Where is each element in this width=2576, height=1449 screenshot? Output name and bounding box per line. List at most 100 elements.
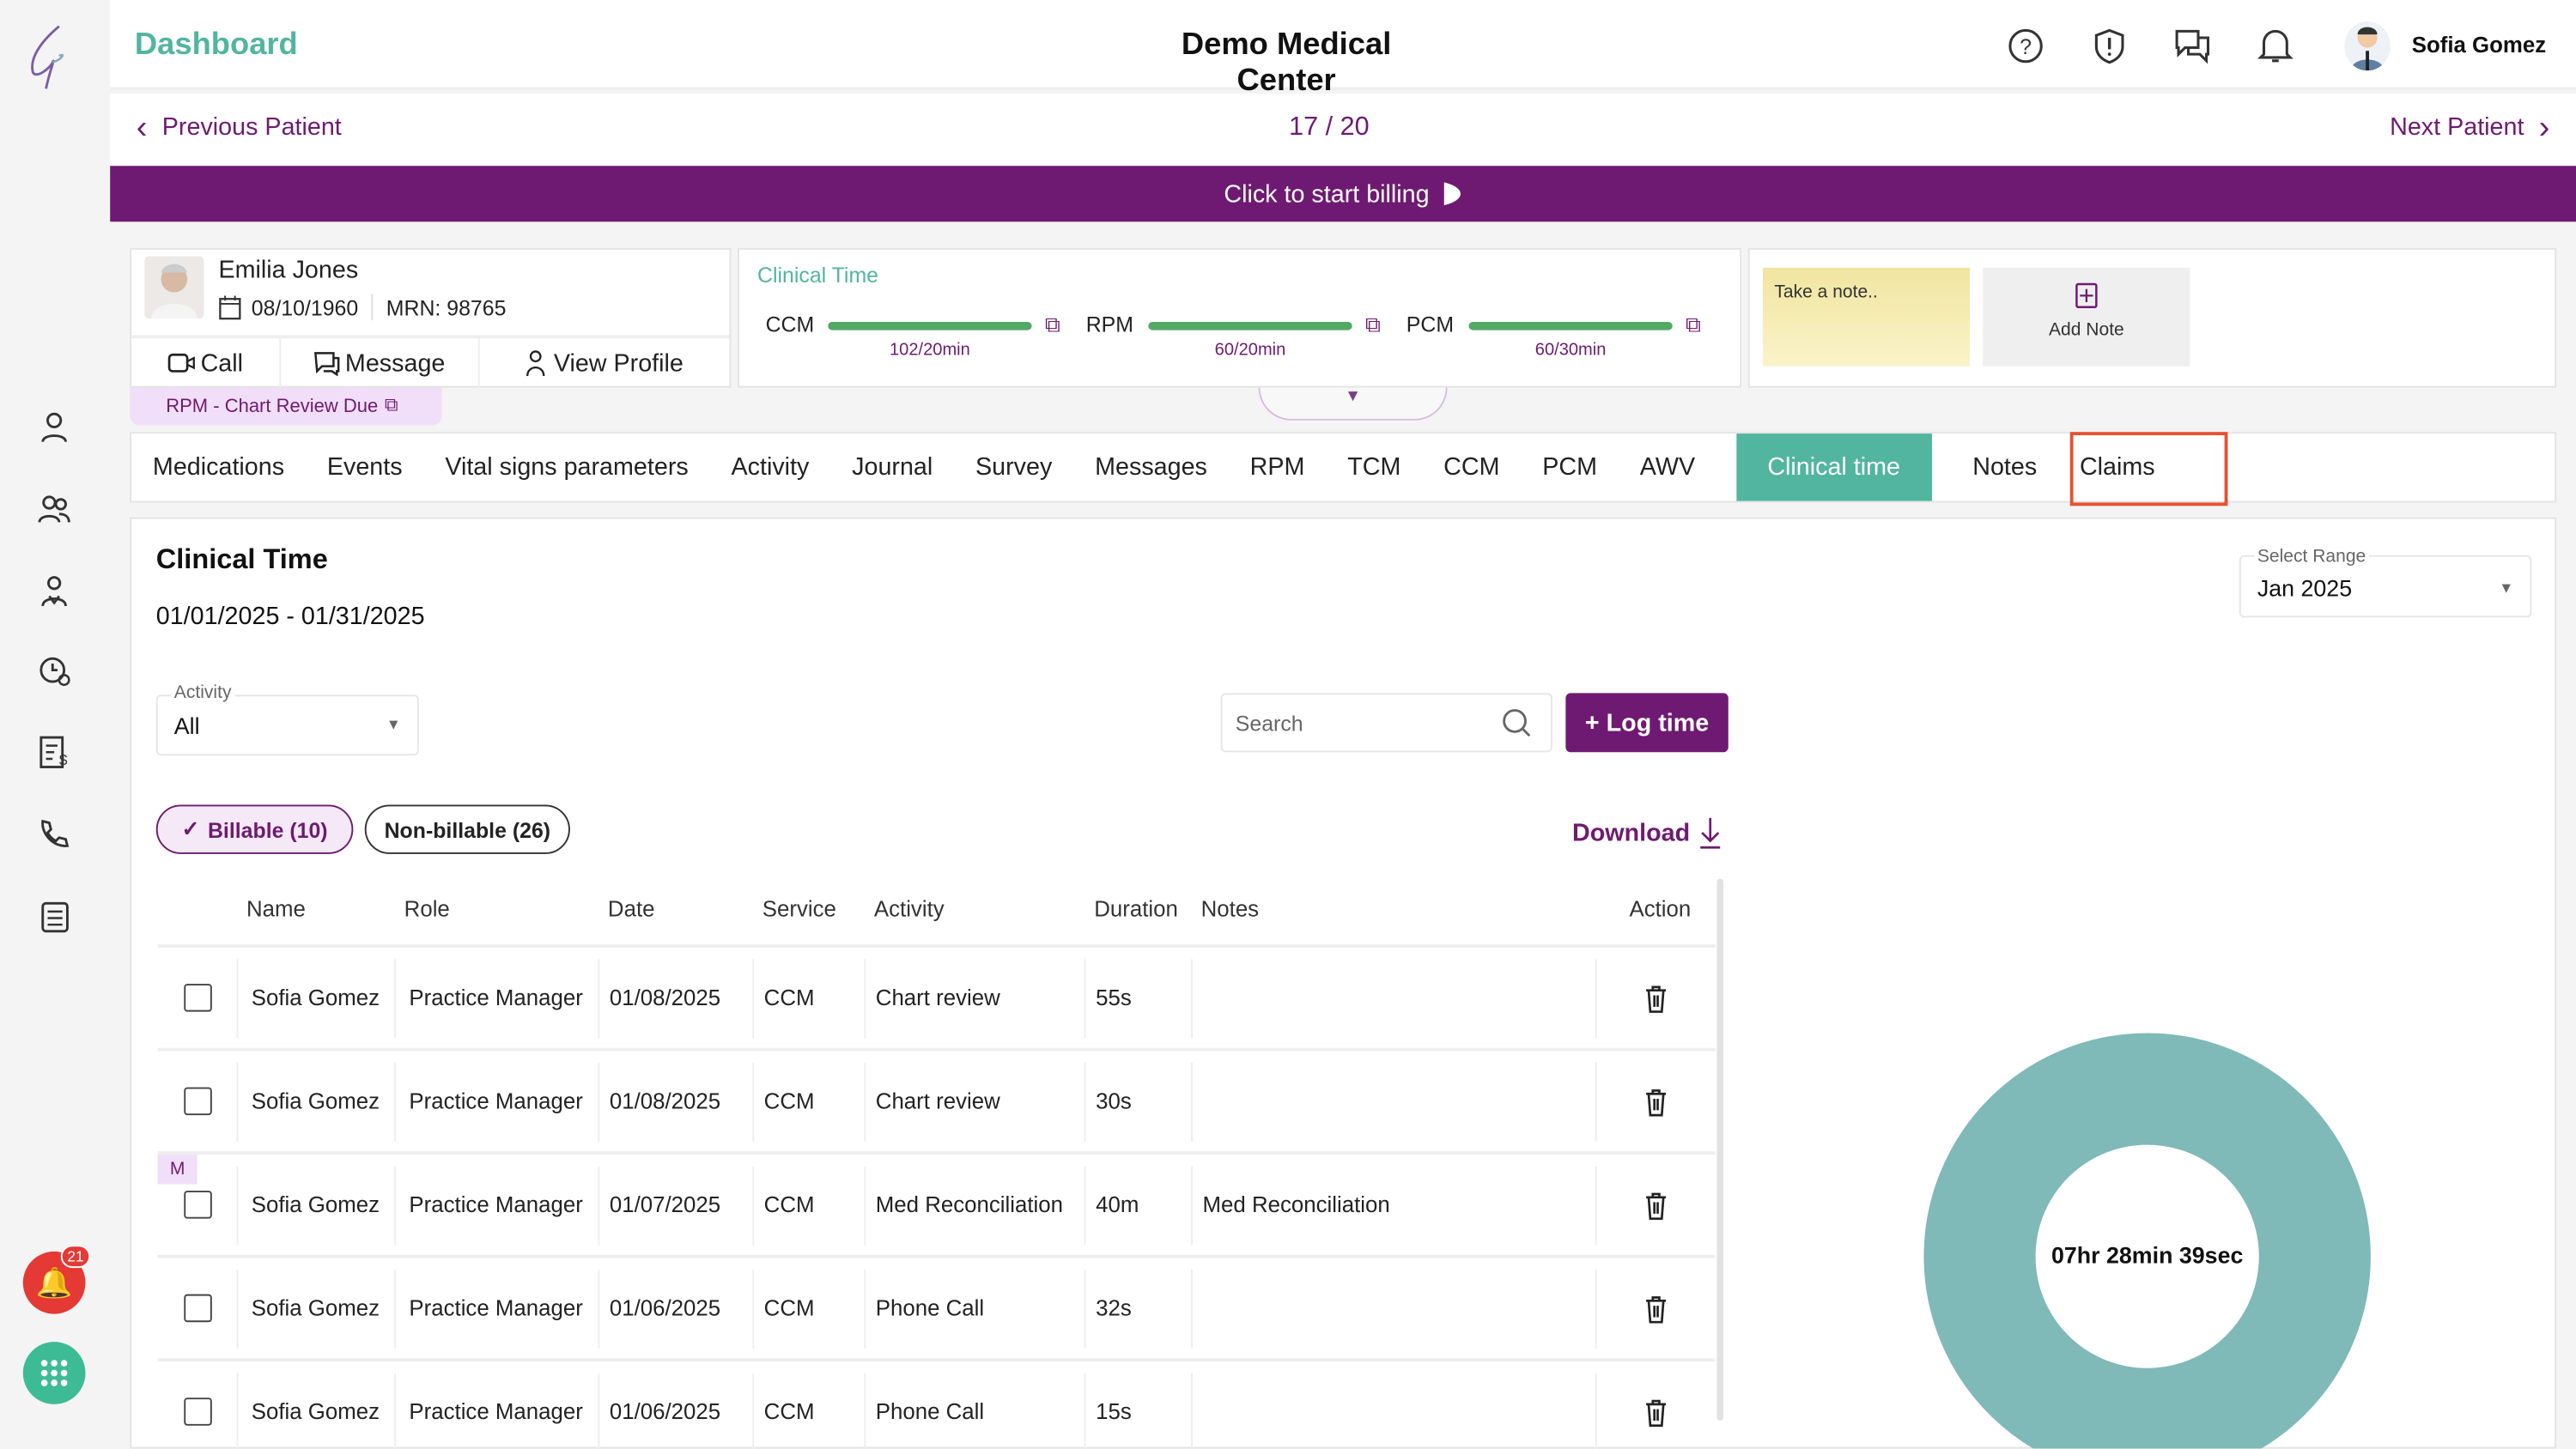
row-checkbox[interactable] (183, 1397, 211, 1426)
clock-user-icon[interactable] (36, 653, 72, 689)
staff-icon[interactable] (36, 573, 72, 609)
progress-fill (1468, 322, 1673, 330)
message-button[interactable]: Message (281, 338, 480, 388)
cell-role: Practice Manager (394, 958, 598, 1038)
take-note-input[interactable]: Take a note.. (1762, 267, 1971, 367)
cell-notes (1191, 1061, 1595, 1141)
bell-icon[interactable] (2257, 27, 2293, 66)
notification-count-badge: 21 (60, 1245, 91, 1269)
tab-events[interactable]: Events (326, 453, 403, 482)
tab-activity[interactable]: Activity (731, 453, 810, 482)
calendar-icon (219, 294, 241, 319)
tab-ccm[interactable]: CCM (1443, 453, 1500, 482)
tab-claims[interactable]: Claims (2079, 453, 2155, 482)
patient-position: 17 / 20 (1289, 113, 1370, 142)
external-link-icon[interactable]: ⧉ (1044, 312, 1060, 337)
tab-clinical-time[interactable]: Clinical time (1735, 433, 1932, 501)
row-checkbox[interactable] (183, 1294, 211, 1323)
table-row: Sofia Gomez Practice Manager 01/06/2025 CCM… (157, 1258, 1716, 1362)
tab-survey[interactable]: Survey (975, 453, 1053, 482)
patient-dob: 08/10/1960 (251, 294, 359, 320)
row-checkbox[interactable] (183, 984, 211, 1012)
row-checkbox[interactable] (183, 1191, 211, 1219)
user-avatar[interactable] (2344, 21, 2391, 71)
activity-select[interactable]: Activity All ▼ (155, 682, 419, 756)
cell-service: CCM (752, 1372, 864, 1449)
phone-icon[interactable] (36, 816, 72, 852)
cell-notes (1191, 958, 1595, 1038)
log-time-button[interactable]: + Log time (1565, 693, 1728, 753)
tab-pcm[interactable]: PCM (1542, 453, 1598, 482)
tab-tcm[interactable]: TCM (1347, 453, 1401, 482)
help-icon[interactable]: ? (2008, 28, 2044, 64)
trash-icon[interactable] (1643, 1087, 1669, 1116)
user-name[interactable]: Sofia Gomez (2411, 33, 2547, 58)
non-billable-filter-chip[interactable]: Non-billable (26) (364, 804, 570, 854)
view-profile-button[interactable]: View Profile (480, 338, 730, 387)
column-header: Notes (1200, 895, 1260, 921)
column-header: Date (607, 895, 655, 921)
reports-icon[interactable] (36, 899, 72, 935)
program-label: CCM (765, 312, 815, 337)
tab-awv[interactable]: AWV (1639, 453, 1696, 482)
logo-icon[interactable] (23, 23, 86, 92)
keypad-button[interactable] (22, 1342, 86, 1404)
external-link-icon[interactable]: ⧉ (1686, 312, 1701, 337)
users-icon[interactable] (36, 491, 72, 527)
trash-icon[interactable] (1643, 1397, 1669, 1427)
start-billing-banner[interactable]: Click to start billing (110, 166, 2576, 222)
table-row: Sofia Gomez Practice Manager 01/07/2025 CCM… (157, 1155, 1716, 1258)
trash-icon[interactable] (1643, 1294, 1669, 1323)
tab-messages[interactable]: Messages (1095, 453, 1207, 482)
keypad-icon (40, 1360, 68, 1386)
cell-name: Sofia Gomez (236, 1372, 395, 1449)
dashboard-link[interactable]: Dashboard (134, 27, 298, 63)
tab-journal[interactable]: Journal (852, 453, 933, 482)
billable-filter-chip[interactable]: ✓ Billable (10) (155, 804, 354, 854)
table-scrollbar[interactable] (1716, 878, 1724, 1422)
video-icon (167, 353, 196, 373)
program-value: 60/30min (1534, 340, 1607, 361)
tab-notes[interactable]: Notes (1972, 453, 2038, 482)
download-button[interactable]: Download (1572, 816, 1721, 849)
tab-rpm[interactable]: RPM (1249, 453, 1305, 482)
program-progress-bar (1148, 322, 1352, 330)
cell-date: 01/07/2025 (598, 1165, 752, 1245)
call-button[interactable]: Call (131, 338, 282, 388)
cell-activity: Chart review (864, 1061, 1084, 1141)
column-header: Duration (1094, 895, 1178, 921)
billing-icon[interactable]: $ (36, 734, 72, 770)
tab-vital-signs-parameters[interactable]: Vital signs parameters (445, 453, 689, 482)
next-patient-button[interactable]: Next Patient › (2390, 109, 2550, 146)
patient-name[interactable]: Emilia Jones (218, 256, 359, 285)
add-note-button[interactable]: Add Note (1983, 267, 2190, 367)
cell-role: Practice Manager (394, 1165, 598, 1245)
cell-notes (1191, 1372, 1595, 1449)
external-link-icon: ⧉ (384, 396, 398, 416)
cell-date: 01/06/2025 (598, 1269, 752, 1348)
alert-icon[interactable] (2092, 28, 2128, 64)
select-range-dropdown[interactable]: Select Range Jan 2025 ▼ (2239, 547, 2532, 618)
cell-service: CCM (752, 1165, 864, 1245)
cell-role: Practice Manager (394, 1269, 598, 1348)
previous-patient-button[interactable]: ‹ Previous Patient (136, 109, 342, 146)
patient-photo (144, 256, 204, 319)
patient-icon[interactable] (36, 409, 72, 445)
row-checkbox[interactable] (183, 1087, 211, 1116)
bell-icon: 🔔 (35, 1265, 73, 1299)
chat-icon[interactable] (2173, 28, 2213, 64)
message-icon (314, 352, 340, 377)
expand-toggle[interactable]: ▼ (1258, 387, 1448, 421)
tab-medications[interactable]: Medications (152, 453, 285, 482)
trash-icon[interactable] (1643, 1190, 1669, 1220)
alarm-bell-button[interactable]: 🔔 (22, 1251, 86, 1314)
svg-text:?: ? (2020, 35, 2032, 59)
external-link-icon[interactable]: ⧉ (1364, 312, 1381, 337)
rpm-alert-link[interactable]: RPM - Chart Review Due ⧉ (130, 387, 442, 426)
cell-duration: 15s (1084, 1372, 1191, 1449)
trash-icon[interactable] (1643, 983, 1669, 1012)
search-input[interactable]: Search (1220, 693, 1553, 753)
cell-activity: Med Reconciliation (864, 1165, 1084, 1245)
program-progress-bar (828, 322, 1032, 330)
cell-duration: 30s (1084, 1061, 1191, 1141)
